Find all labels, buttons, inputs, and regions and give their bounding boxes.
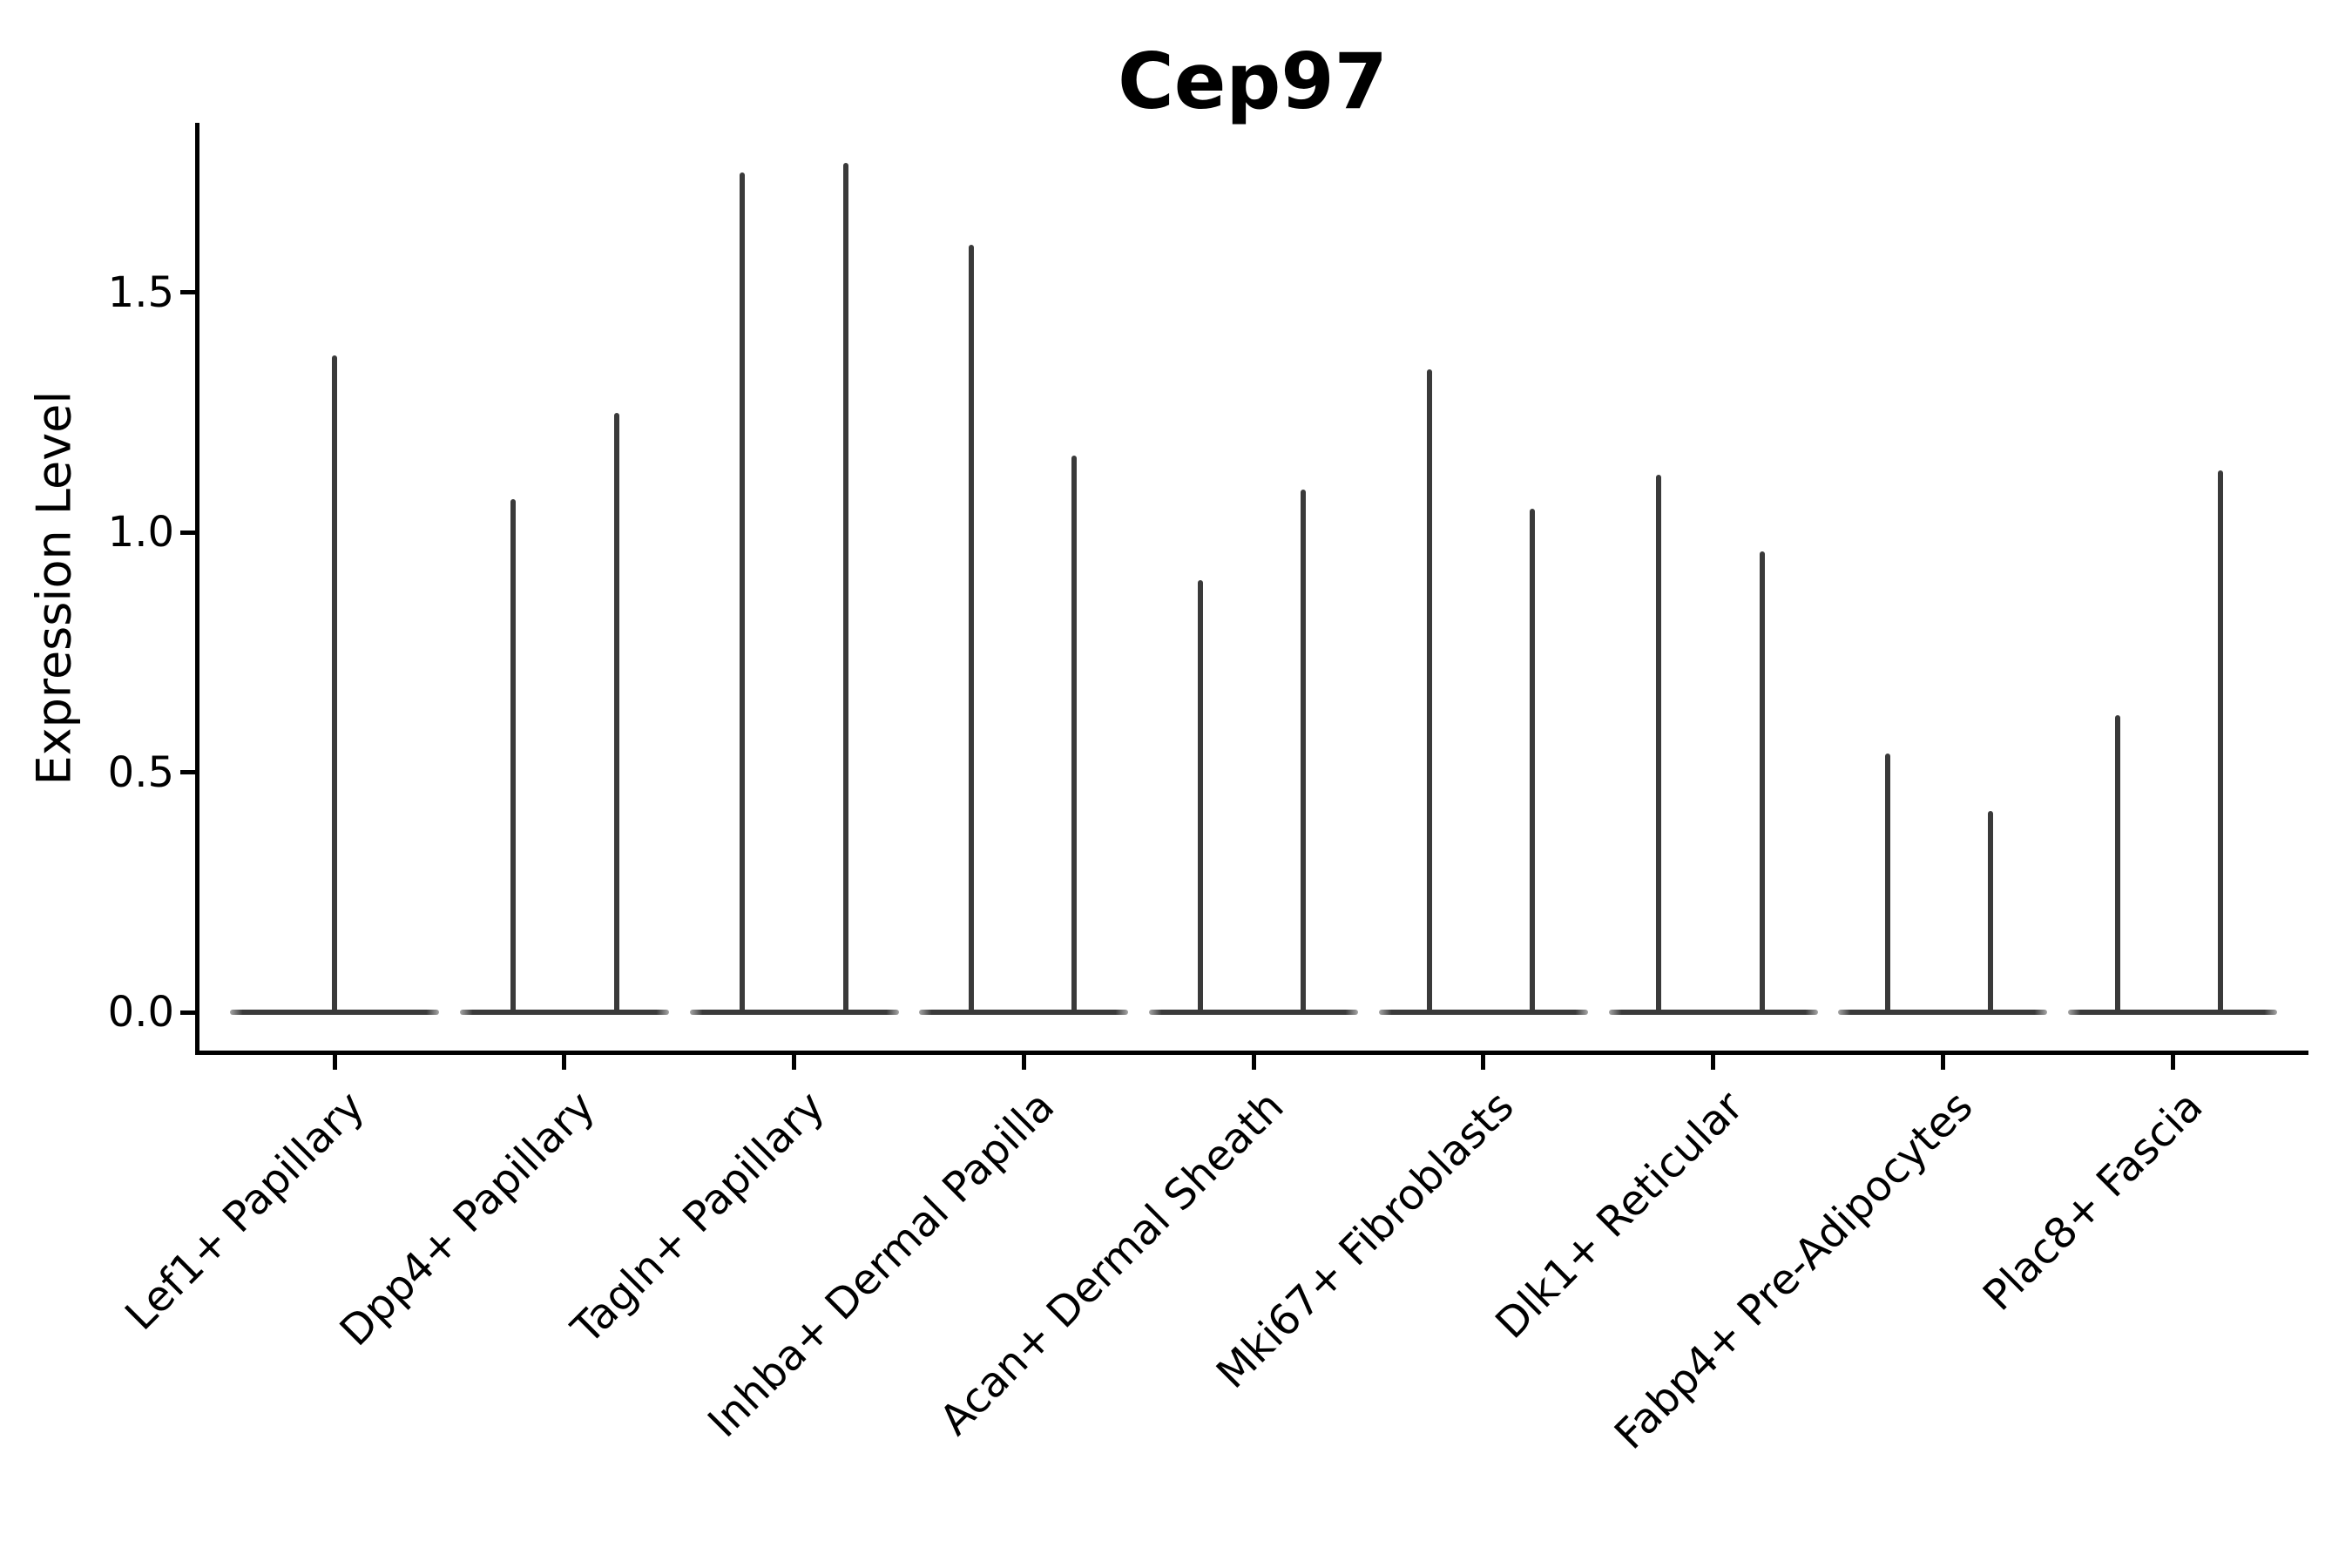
violin-spike bbox=[1988, 810, 1994, 1015]
violin-baseline bbox=[919, 1010, 1129, 1015]
y-tick-label: 1.0 bbox=[107, 508, 174, 558]
y-tick bbox=[179, 290, 195, 295]
x-axis-category-label: Lef1+ Papillary bbox=[116, 1082, 375, 1340]
violin-spike bbox=[1071, 456, 1078, 1015]
y-axis-title: Expression Level bbox=[26, 390, 82, 786]
violin-spike bbox=[2218, 470, 2223, 1015]
y-tick bbox=[179, 770, 195, 775]
violin-baseline bbox=[1838, 1010, 2048, 1015]
x-axis-category-label: Dpp4+ Papillary bbox=[330, 1082, 605, 1356]
violin-baseline bbox=[1378, 1010, 1588, 1015]
violin-spike bbox=[1301, 489, 1306, 1015]
violin-spike bbox=[332, 355, 337, 1015]
violin-spike bbox=[842, 163, 848, 1015]
y-tick bbox=[179, 530, 195, 535]
violin-spike bbox=[1198, 580, 1203, 1015]
violin-spike bbox=[1759, 551, 1765, 1015]
y-tick bbox=[179, 1010, 195, 1015]
violin-baseline bbox=[459, 1010, 669, 1015]
violin-spike bbox=[1885, 753, 1891, 1015]
x-axis-spine bbox=[194, 1051, 2308, 1055]
x-axis-category-label: Tagln+ Papillary bbox=[562, 1082, 835, 1354]
x-tick bbox=[792, 1055, 796, 1070]
violin-baseline bbox=[1149, 1010, 1358, 1015]
y-tick-label: 1.5 bbox=[107, 267, 174, 317]
y-tick-label: 0.0 bbox=[107, 988, 174, 1037]
x-tick bbox=[1711, 1055, 1715, 1070]
violin-spike bbox=[613, 412, 619, 1015]
x-axis-category-label: Plac8+ Fascia bbox=[1974, 1082, 2213, 1321]
y-tick-label: 0.5 bbox=[107, 747, 174, 797]
x-tick bbox=[562, 1055, 567, 1070]
x-tick bbox=[332, 1055, 337, 1070]
y-axis-spine bbox=[194, 123, 199, 1055]
chart-title: Cep97 bbox=[1118, 37, 1388, 126]
x-axis-category-label: Dlk1+ Reticular bbox=[1486, 1082, 1754, 1348]
x-tick bbox=[1481, 1055, 1486, 1070]
x-tick bbox=[1940, 1055, 1945, 1070]
violin-spike bbox=[510, 498, 516, 1015]
x-tick bbox=[1251, 1055, 1256, 1070]
violin-baseline bbox=[1608, 1010, 1818, 1015]
violin-spike bbox=[969, 244, 975, 1015]
x-tick bbox=[1021, 1055, 1026, 1070]
violin-spike bbox=[1529, 508, 1535, 1015]
violin-baseline bbox=[2068, 1010, 2277, 1015]
violin-spike bbox=[1655, 475, 1661, 1015]
violin-spike bbox=[2115, 714, 2120, 1015]
violin-baseline bbox=[689, 1010, 899, 1015]
violin-spike bbox=[1426, 369, 1432, 1015]
x-tick bbox=[2170, 1055, 2175, 1070]
violin-spike bbox=[739, 172, 745, 1015]
